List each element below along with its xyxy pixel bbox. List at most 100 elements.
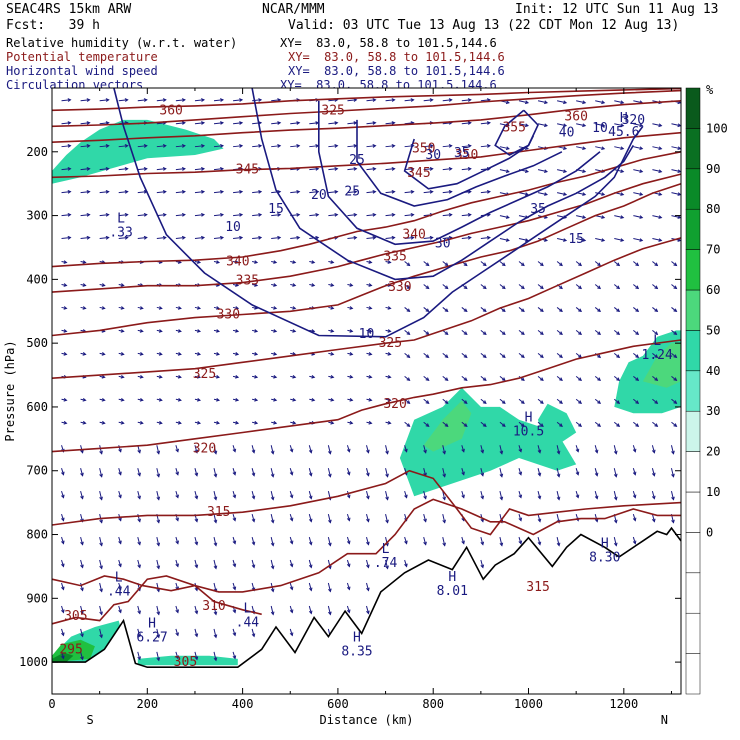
vector-head	[105, 167, 110, 171]
circulation-vector-254	[252, 260, 259, 264]
vector-head	[540, 285, 544, 290]
circulation-vector-427	[385, 468, 389, 478]
vector-head	[346, 494, 351, 499]
circulation-vector-652	[614, 100, 625, 105]
circulation-vector-484	[442, 352, 449, 359]
vector-shaft	[480, 421, 487, 427]
circulation-vector-111	[137, 420, 144, 425]
vector-head	[620, 238, 625, 242]
circulation-vector-574	[537, 100, 549, 105]
circulation-vector-287	[270, 468, 275, 478]
vector-head	[289, 471, 294, 476]
vector-head	[639, 123, 644, 128]
vector-head	[124, 167, 129, 171]
vector-head	[423, 495, 427, 500]
circulation-vector-107	[137, 329, 144, 333]
circulation-vector-493	[461, 98, 472, 102]
vector-shaft	[518, 468, 522, 475]
vector-head	[486, 121, 491, 125]
vector-head	[330, 329, 335, 333]
vector-head	[156, 657, 161, 662]
circulation-vector-605	[556, 352, 563, 359]
vector-head	[156, 450, 161, 455]
vector-shaft	[61, 122, 71, 125]
vector-shaft	[423, 191, 433, 194]
vector-head	[177, 420, 182, 425]
valid-time: Valid: 03 UTC Tue 13 Aug 13 (22 CDT Mon …	[288, 18, 680, 33]
theta-contour-345	[51, 131, 682, 179]
vector-shaft	[252, 122, 262, 125]
circulation-vector-722	[671, 352, 678, 359]
vector-shaft	[328, 122, 338, 125]
vector-shaft	[61, 605, 65, 613]
vector-shaft	[194, 191, 205, 194]
circulation-vector-23	[61, 628, 65, 637]
vector-head	[444, 285, 449, 290]
vector-shaft	[671, 352, 677, 358]
circulation-vector-25	[80, 98, 91, 102]
vector-head	[501, 354, 506, 359]
vector-head	[582, 169, 587, 173]
circulation-vector-197	[213, 98, 225, 102]
vector-shaft	[537, 536, 541, 545]
vector-head	[120, 375, 125, 379]
circulation-vector-544	[499, 330, 506, 336]
circulation-vector-13	[61, 398, 68, 402]
circulation-vector-558	[518, 192, 530, 196]
circulation-vector-420	[385, 306, 392, 310]
circulation-vector-522	[480, 307, 487, 313]
vector-shaft	[308, 445, 312, 453]
vector-shaft	[156, 445, 160, 454]
vector-shaft	[346, 582, 350, 590]
circulation-vector-373	[347, 283, 354, 287]
circulation-vector-0	[61, 98, 72, 102]
vector-head	[366, 564, 370, 569]
vector-head	[162, 212, 167, 217]
vector-head	[86, 212, 91, 217]
vector-head	[216, 375, 221, 379]
vector-head	[559, 285, 563, 290]
vector-shaft	[328, 99, 338, 102]
circulation-vector-109	[137, 375, 144, 379]
colorbar-tick-90: 90	[706, 162, 720, 176]
vector-head	[349, 420, 354, 425]
circulation-vector-686	[633, 421, 640, 427]
y-axis-label: Pressure (hPa)	[3, 340, 17, 441]
circulation-vector-635	[595, 146, 606, 150]
circulation-vector-27	[80, 144, 91, 148]
circulation-vector-422	[385, 352, 392, 356]
circulation-vector-113	[137, 468, 141, 477]
circulation-vector-125	[156, 167, 167, 171]
circulation-vector-658	[614, 238, 625, 242]
circulation-vector-530	[480, 491, 485, 500]
vector-head	[289, 494, 294, 499]
vector-shaft	[671, 146, 681, 150]
circulation-vector-266	[251, 536, 256, 546]
circulation-vector-267	[251, 559, 256, 569]
vector-head	[353, 98, 358, 102]
circulation-vector-2	[61, 144, 72, 148]
circulation-vector-164	[175, 491, 179, 499]
circulation-vector-452	[404, 559, 408, 568]
vector-head	[559, 331, 563, 336]
vector-shaft	[137, 145, 147, 148]
circulation-vector-44	[80, 536, 84, 546]
vector-head	[444, 331, 449, 336]
vector-head	[235, 420, 240, 425]
vector-head	[80, 610, 84, 615]
circulation-vector-701	[652, 307, 659, 313]
extremum-kind-2: H	[148, 616, 156, 631]
vector-head	[518, 540, 523, 545]
vector-shaft	[347, 214, 357, 217]
extremum-value-6: 8.01	[437, 584, 468, 599]
y-tick-label-500: 500	[26, 336, 48, 350]
circulation-vector-16	[61, 468, 65, 476]
circulation-vector-566	[518, 375, 525, 381]
vector-shaft	[594, 468, 598, 476]
circulation-vector-381	[346, 468, 351, 476]
vector-shaft	[366, 536, 369, 545]
circulation-vector-675	[633, 169, 644, 173]
vector-head	[101, 352, 106, 356]
vector-head	[368, 375, 373, 379]
vector-head	[270, 542, 275, 547]
